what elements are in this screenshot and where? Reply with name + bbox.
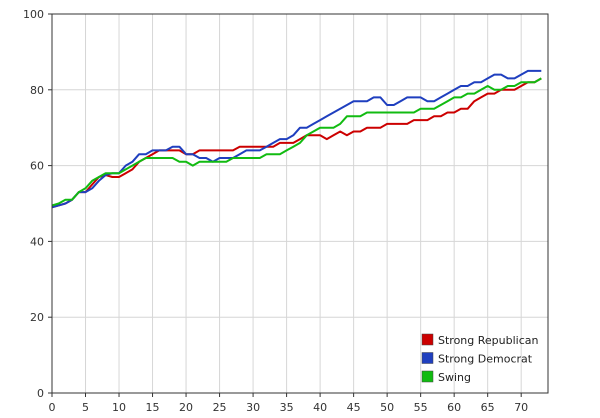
legend: Strong Republican Strong Democrat Swing [421,333,539,384]
grid [51,13,548,394]
x-tick-label: 40 [313,401,327,414]
plot-frame [51,13,549,394]
y-axis: 0 20 40 60 80 100 [23,8,52,400]
legend-item-swing: Swing [421,370,471,384]
x-tick-label: 15 [146,401,160,414]
y-tick-label: 20 [30,311,44,324]
legend-label: Swing [438,371,471,384]
legend-swatch [421,333,434,346]
x-tick-label: 70 [514,401,528,414]
x-tick-label: 0 [49,401,56,414]
x-tick-label: 35 [280,401,294,414]
x-tick-label: 20 [179,401,193,414]
x-tick-label: 5 [82,401,89,414]
x-tick-label: 55 [414,401,428,414]
legend-label: Strong Republican [438,334,539,347]
x-tick-label: 45 [347,401,361,414]
x-tick-label: 60 [447,401,461,414]
y-tick-label: 60 [30,160,44,173]
legend-item-strong-democrat: Strong Democrat [421,352,533,366]
legend-swatch [421,352,434,364]
legend-swatch [421,370,434,383]
y-tick-label: 0 [37,387,44,400]
legend-label: Strong Democrat [438,353,533,366]
x-tick-label: 25 [213,401,227,414]
series-line-swing [51,77,542,207]
legend-item-strong-republican: Strong Republican [421,333,539,347]
x-axis: 0 5 10 15 20 25 30 35 40 45 50 55 60 65 70 [49,393,528,414]
series-line-strong-republican [51,77,542,209]
x-tick-label: 50 [380,401,394,414]
x-tick-label: 10 [112,401,126,414]
x-tick-label: 65 [481,401,495,414]
y-tick-label: 40 [30,235,44,248]
series-layer [51,69,542,209]
y-tick-label: 100 [23,8,44,21]
x-tick-label: 30 [246,401,260,414]
y-tick-label: 80 [30,84,44,97]
series-line-strong-democrat [51,69,542,209]
